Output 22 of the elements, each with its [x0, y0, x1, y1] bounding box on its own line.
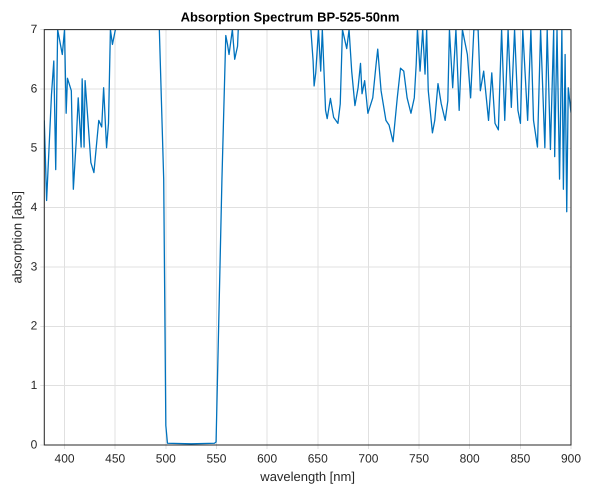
- y-tick-label: 4: [30, 200, 38, 214]
- x-tick-label: 400: [54, 452, 75, 466]
- y-tick-label: 3: [30, 259, 38, 274]
- x-tick-label: 700: [358, 452, 379, 466]
- chart-title: Absorption Spectrum BP-525-50nm: [180, 9, 400, 24]
- y-tick-label: 1: [30, 378, 38, 392]
- x-tick-label: 500: [156, 452, 176, 466]
- x-tick-label: 900: [560, 452, 582, 466]
- x-tick-label: 600: [257, 452, 278, 466]
- y-axis-title: absorption [abs]: [9, 191, 24, 284]
- x-tick-label: 800: [460, 452, 480, 466]
- y-tick-label: 5: [30, 140, 38, 155]
- x-tick-label: 850: [510, 452, 531, 466]
- x-tick-label: 750: [409, 452, 430, 466]
- y-tick-label: 6: [30, 81, 38, 96]
- y-tick-label: 2: [30, 318, 38, 333]
- y-tick-label: 0: [30, 437, 38, 452]
- x-tick-label: 450: [105, 452, 126, 466]
- y-tick-label: 7: [30, 22, 38, 36]
- x-tick-label: 550: [206, 452, 227, 466]
- x-tick-label: 650: [308, 452, 328, 466]
- x-axis-title: wavelength [nm]: [259, 468, 355, 484]
